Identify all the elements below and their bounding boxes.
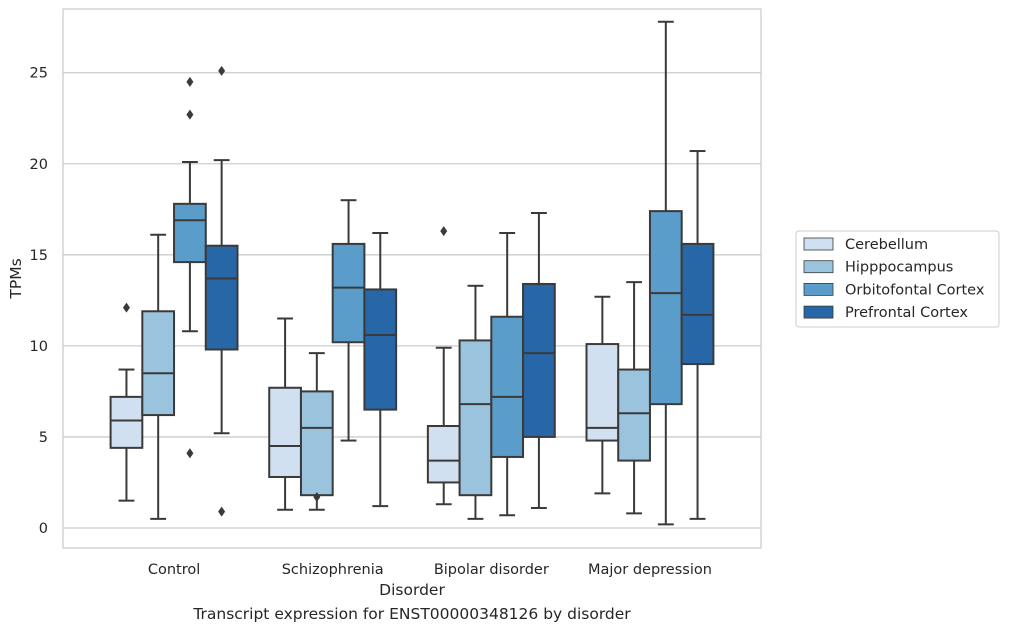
iqr-box xyxy=(268,386,302,478)
x-tick-label: Bipolar disorder xyxy=(434,562,549,578)
iqr-box xyxy=(363,288,398,411)
legend-label: Cerebellum xyxy=(845,237,928,253)
box-hipppocampus xyxy=(458,284,493,520)
iqr-box xyxy=(109,395,144,449)
legend-label: Orbitofontal Cortex xyxy=(845,282,985,298)
box-hipppocampus xyxy=(141,233,176,520)
box-cerebellum xyxy=(585,295,620,495)
x-axis-label: Disorder xyxy=(379,581,445,599)
chart-caption: Transcript expression for ENST0000034812… xyxy=(193,605,631,623)
outlier-point xyxy=(122,302,130,313)
iqr-box xyxy=(648,210,683,406)
outlier-point xyxy=(186,448,194,459)
y-axis-label: TPMs xyxy=(7,258,25,299)
box-prefrontal-cortex xyxy=(680,150,715,520)
legend-swatch xyxy=(803,305,834,319)
y-tick-label: 15 xyxy=(30,248,48,264)
plot-area xyxy=(62,8,762,549)
legend-frame xyxy=(795,230,1000,328)
iqr-box xyxy=(204,244,239,351)
iqr-box xyxy=(299,390,334,497)
box-orbitofontal-cortex xyxy=(490,231,525,517)
box-cerebellum xyxy=(426,226,461,506)
legend-label: Prefrontal Cortex xyxy=(845,305,968,321)
y-tick-label: 25 xyxy=(30,66,48,82)
box-prefrontal-cortex xyxy=(204,65,239,517)
box-groups xyxy=(109,20,715,526)
legend: Cerebellum Hipppocampus Orbitofontal Corte… xyxy=(795,230,1000,328)
x-tick-label: Control xyxy=(148,562,200,578)
legend-swatch xyxy=(803,282,834,296)
iqr-box xyxy=(490,315,525,458)
y-tick-label: 20 xyxy=(30,157,48,173)
outlier-point xyxy=(186,109,194,120)
iqr-box xyxy=(173,202,207,264)
box-cerebellum xyxy=(268,317,302,511)
y-tick-label: 5 xyxy=(39,430,48,446)
x-tick-label: Schizophrenia xyxy=(282,562,384,578)
outlier-point xyxy=(186,76,194,87)
y-tick-label: 0 xyxy=(39,521,48,537)
box-prefrontal-cortex xyxy=(363,231,398,508)
box-orbitofontal-cortex xyxy=(331,199,366,442)
outlier-point xyxy=(218,65,226,76)
box-hipppocampus xyxy=(299,352,334,511)
x-tick-label: Major depression xyxy=(588,562,712,578)
y-axis-ticks: 0 5 10 15 20 25 xyxy=(30,66,48,537)
legend-swatch xyxy=(803,260,834,274)
outlier-point xyxy=(313,492,321,503)
box-orbitofontal-cortex xyxy=(173,76,207,459)
iqr-box xyxy=(522,282,556,438)
box-cerebellum xyxy=(109,302,144,502)
iqr-box xyxy=(585,343,620,442)
iqr-box xyxy=(458,339,493,497)
outlier-point xyxy=(218,506,226,517)
box-hipppocampus xyxy=(617,281,651,515)
y-tick-label: 10 xyxy=(30,339,48,355)
outlier-point xyxy=(440,226,448,237)
legend-label: Hipppocampus xyxy=(845,260,953,276)
box-prefrontal-cortex xyxy=(522,211,556,509)
iqr-box xyxy=(617,368,651,462)
legend-swatch xyxy=(803,237,834,251)
x-axis-ticks: Control Schizophrenia Bipolar disorder Majo… xyxy=(148,562,712,578)
iqr-box xyxy=(426,424,461,484)
iqr-box xyxy=(141,310,176,417)
iqr-box xyxy=(680,242,715,366)
iqr-box xyxy=(331,242,366,344)
box-orbitofontal-cortex xyxy=(648,20,683,526)
